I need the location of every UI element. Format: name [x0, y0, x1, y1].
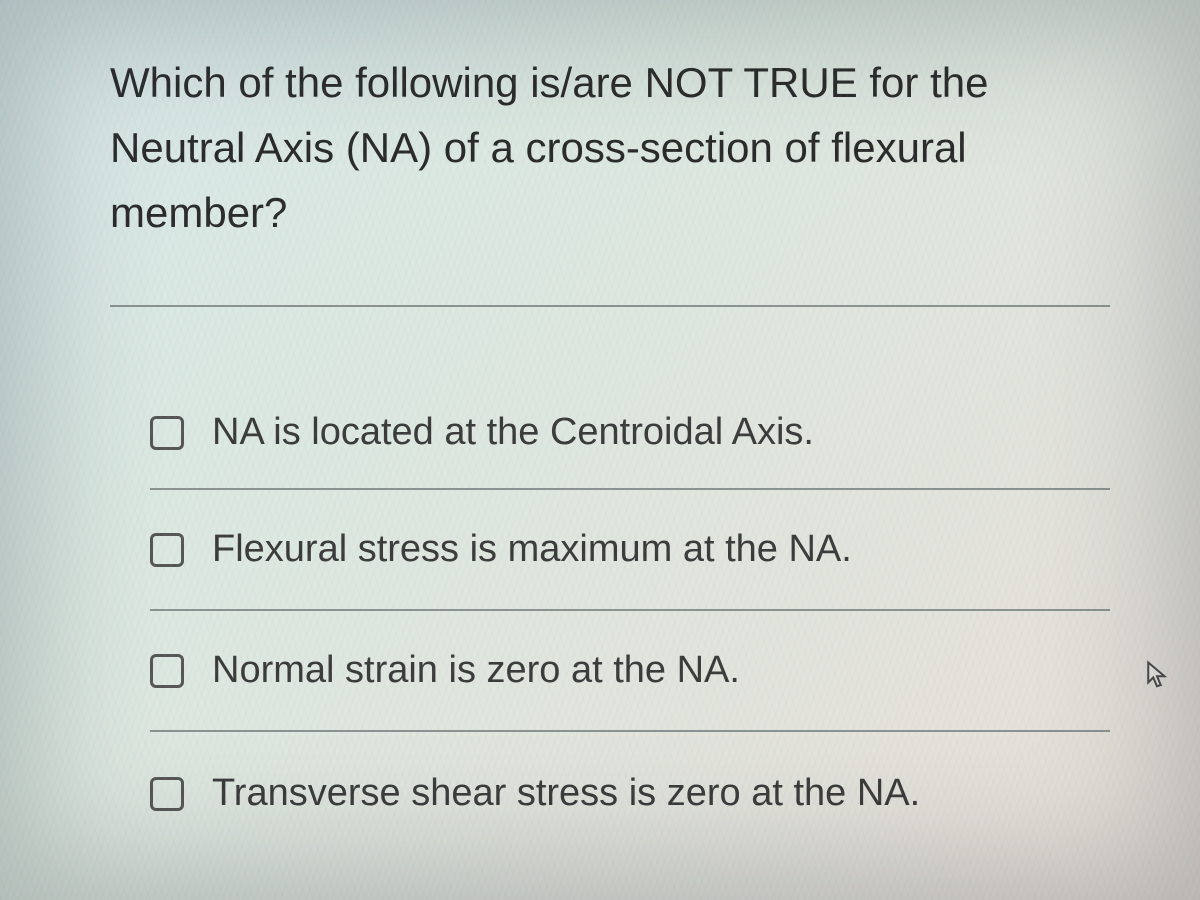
quiz-container: Which of the following is/are NOT TRUE f…	[0, 0, 1200, 895]
checkbox-option-2[interactable]	[150, 533, 184, 567]
options-list: NA is located at the Centroidal Axis. Fl…	[110, 377, 1110, 855]
option-label: Flexural stress is maximum at the NA.	[212, 526, 1110, 573]
checkbox-option-4[interactable]	[150, 777, 184, 811]
option-label: Normal strain is zero at the NA.	[212, 647, 1110, 694]
checkbox-option-1[interactable]	[150, 416, 184, 450]
option-row[interactable]: NA is located at the Centroidal Axis.	[150, 377, 1110, 490]
question-text: Which of the following is/are NOT TRUE f…	[110, 40, 1110, 307]
option-label: Transverse shear stress is zero at the N…	[212, 770, 1110, 817]
option-label: NA is located at the Centroidal Axis.	[212, 409, 1110, 456]
option-row[interactable]: Transverse shear stress is zero at the N…	[150, 732, 1110, 855]
option-row[interactable]: Flexural stress is maximum at the NA.	[150, 490, 1110, 611]
option-row[interactable]: Normal strain is zero at the NA.	[150, 611, 1110, 732]
checkbox-option-3[interactable]	[150, 654, 184, 688]
